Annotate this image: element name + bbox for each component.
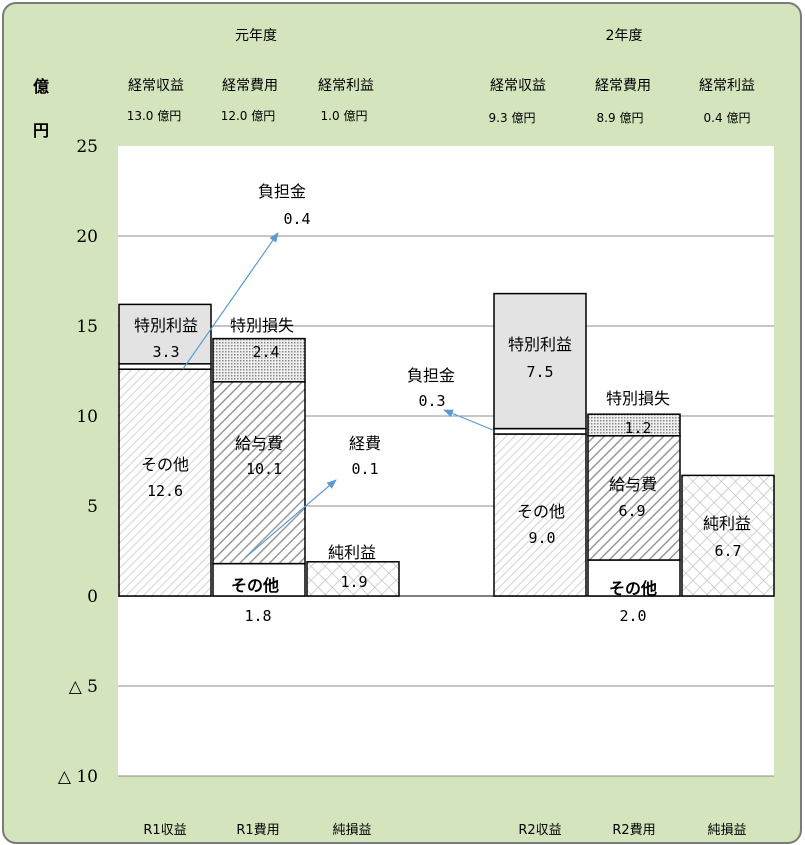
y-tick-label: 10 xyxy=(76,407,98,427)
summary-value: 12.0 億円 xyxy=(221,109,276,123)
label-r2-other-income-name: その他 xyxy=(517,502,565,521)
bar-segment xyxy=(493,292,587,430)
label-r1-special-income-value: 3.3 xyxy=(152,343,179,361)
summary-label: 経常収益 xyxy=(490,78,546,94)
bar-segment xyxy=(681,474,775,597)
y-tick-label: 5 xyxy=(87,497,98,517)
y-tick-label: 0 xyxy=(87,587,98,607)
y-tick-label: △ 5 xyxy=(69,677,98,697)
label-r2-special-loss-name: 特別損失 xyxy=(606,389,670,408)
unit-label-en: 円 xyxy=(33,121,49,140)
summary-value: 8.9 億円 xyxy=(597,111,644,125)
label-r2-other-income-value: 9.0 xyxy=(528,529,555,547)
label-r1-burden-name: 負担金 xyxy=(258,182,306,201)
arrow-r1-expense xyxy=(245,479,337,558)
y-tick-label: 25 xyxy=(76,137,98,157)
label-r1-salary-name: 給与費 xyxy=(235,434,283,453)
label-r1-expense-value: 0.1 xyxy=(351,460,378,478)
category-label: R2費用 xyxy=(612,823,655,838)
summary-value: 0.4 億円 xyxy=(704,111,751,125)
bar-segment xyxy=(212,562,306,597)
label-r2-salary-name: 給与費 xyxy=(609,475,657,494)
bar-segment xyxy=(306,561,400,597)
label-r1-cost-other-name: その他 xyxy=(231,576,279,595)
summary-value: 13.0 億円 xyxy=(127,109,182,123)
category-label: R2収益 xyxy=(518,823,561,838)
unit-label-oku: 億 xyxy=(33,77,49,96)
bar-segment xyxy=(493,427,587,435)
group-title-r1: 元年度 xyxy=(235,28,277,44)
label-r2-special-loss-value: 1.2 xyxy=(624,419,651,437)
category-label: R1費用 xyxy=(236,823,279,838)
label-r1-other-income-name: その他 xyxy=(141,455,189,474)
label-r2-special-income-name: 特別利益 xyxy=(508,335,572,354)
summary-label: 経常費用 xyxy=(222,78,278,94)
summary-value: 9.3 億円 xyxy=(489,111,536,125)
summary-label: 経常費用 xyxy=(595,78,651,94)
y-tick-label: 20 xyxy=(76,227,98,247)
bar-segment xyxy=(587,435,681,561)
label-r1-expense-name: 経費 xyxy=(349,434,381,453)
label-r1-other-income-value: 12.6 xyxy=(147,482,183,500)
category-label: R1収益 xyxy=(143,823,186,838)
label-r2-cost-other-name: その他 xyxy=(609,579,657,598)
y-axis: 25 20 15 10 5 0 △ 5 △ 10 xyxy=(58,137,98,787)
summary-label: 経常利益 xyxy=(699,78,755,94)
bar-segment xyxy=(212,337,306,383)
label-r1-special-loss-value: 2.4 xyxy=(252,343,279,361)
label-r2-net-name: 純利益 xyxy=(703,514,751,533)
bar-segment xyxy=(212,381,306,565)
summary-value: 1.0 億円 xyxy=(321,109,368,123)
label-r1-special-income-name: 特別利益 xyxy=(134,316,198,335)
label-r1-net-value: 1.9 xyxy=(340,573,367,591)
bar-segment xyxy=(587,413,681,437)
category-label: 純損益 xyxy=(332,823,371,838)
category-label: 純損益 xyxy=(707,823,746,838)
arrow-r1-burden xyxy=(182,232,279,370)
label-r1-cost-other-value: 1.8 xyxy=(244,607,271,625)
label-r2-special-income-value: 7.5 xyxy=(526,363,553,381)
label-r2-cost-other-value: 2.0 xyxy=(619,607,646,625)
y-tick-label: 15 xyxy=(76,317,98,337)
label-r1-net-name: 純利益 xyxy=(328,543,376,562)
label-r2-burden-name: 負担金 xyxy=(407,366,455,385)
y-tick-label: △ 10 xyxy=(58,767,98,787)
bar-segment xyxy=(118,303,212,365)
bars xyxy=(118,292,775,597)
summary-label: 経常利益 xyxy=(318,78,374,94)
label-r1-salary-value: 10.1 xyxy=(246,460,282,478)
label-r1-burden-value: 0.4 xyxy=(283,210,310,228)
bar-segment xyxy=(118,368,212,597)
label-r1-special-loss-name: 特別損失 xyxy=(230,316,294,335)
group-title-r2: 2年度 xyxy=(606,28,643,44)
summary-label: 経常収益 xyxy=(128,78,184,94)
bar-segment xyxy=(118,363,212,370)
label-r2-net-value: 6.7 xyxy=(714,542,741,560)
label-r2-burden-value: 0.3 xyxy=(418,392,445,410)
label-r2-salary-value: 6.9 xyxy=(618,502,645,520)
arrow-r2-burden xyxy=(443,409,494,431)
